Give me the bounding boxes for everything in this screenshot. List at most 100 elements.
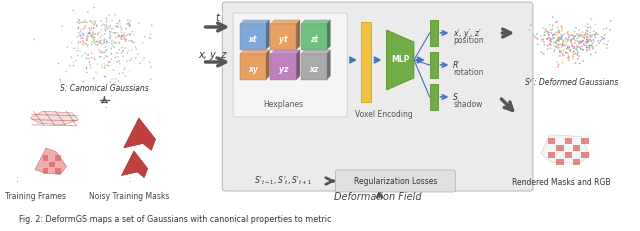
Point [81,42,91,46]
Point [552,30,562,34]
Point [67,41,77,44]
Point [117,34,127,37]
Point [76,30,86,34]
Point [582,26,593,30]
Point [580,33,591,36]
Bar [56,155,61,161]
Point [577,40,587,44]
Point [111,51,122,55]
Point [547,39,557,42]
Point [579,36,589,40]
Polygon shape [271,54,296,80]
Point [89,77,99,80]
Point [578,48,588,52]
Point [92,24,102,27]
Point [557,53,568,57]
Point [98,51,108,55]
Point [557,35,567,39]
Point [554,35,564,39]
Polygon shape [122,151,148,178]
Point [88,26,99,30]
Point [119,31,129,35]
Point [539,33,549,37]
Point [569,45,579,49]
Polygon shape [124,118,156,150]
Point [573,41,584,44]
Point [584,48,595,51]
Point [102,48,112,52]
Text: zt: zt [310,34,318,43]
Point [563,38,573,41]
Point [585,26,595,29]
Point [110,80,120,84]
Point [117,34,127,38]
Point [107,27,117,31]
Point [108,68,118,72]
Point [552,20,562,24]
Bar [564,152,572,158]
Point [87,85,97,88]
Point [575,40,586,43]
Point [582,29,593,33]
Point [119,37,129,41]
Point [548,33,559,36]
Point [531,36,541,39]
Point [79,18,90,22]
Point [118,49,128,52]
Point [76,21,86,24]
Point [91,43,101,46]
Point [573,57,583,61]
Point [116,36,126,40]
Point [113,52,124,55]
Polygon shape [271,20,300,24]
Point [576,33,586,36]
Point [563,54,573,58]
Polygon shape [296,50,300,80]
Polygon shape [35,148,67,174]
Point [579,43,589,47]
Point [139,56,149,60]
Text: Sᵗ′: Deformed Gaussians: Sᵗ′: Deformed Gaussians [525,78,618,87]
Point [553,42,563,46]
Point [88,30,98,34]
Point [85,33,95,37]
Point [548,33,558,37]
Point [68,64,79,67]
Point [94,41,104,44]
Point [542,37,552,41]
Point [561,43,571,46]
Point [540,43,550,46]
Point [541,37,552,40]
Text: rotation: rotation [453,68,484,77]
Point [89,57,99,61]
Point [124,32,134,36]
Point [584,34,595,38]
Point [116,29,126,32]
Point [586,39,596,43]
Point [106,37,116,40]
Point [113,35,124,39]
Point [569,49,579,53]
Point [90,36,100,39]
Point [567,44,577,48]
Point [78,41,88,44]
Polygon shape [271,24,296,50]
Point [125,33,136,37]
Point [102,55,113,58]
Point [88,32,98,36]
Point [99,62,109,65]
Point [543,33,554,36]
FancyBboxPatch shape [335,170,455,192]
Point [114,18,124,22]
Point [574,41,584,45]
Text: xt: xt [248,34,257,43]
Point [548,36,558,40]
Point [99,40,109,43]
Point [82,38,92,42]
Point [111,24,121,28]
Point [591,31,602,35]
Point [570,30,580,33]
Bar [556,145,564,151]
Point [123,49,133,53]
Point [78,80,88,83]
